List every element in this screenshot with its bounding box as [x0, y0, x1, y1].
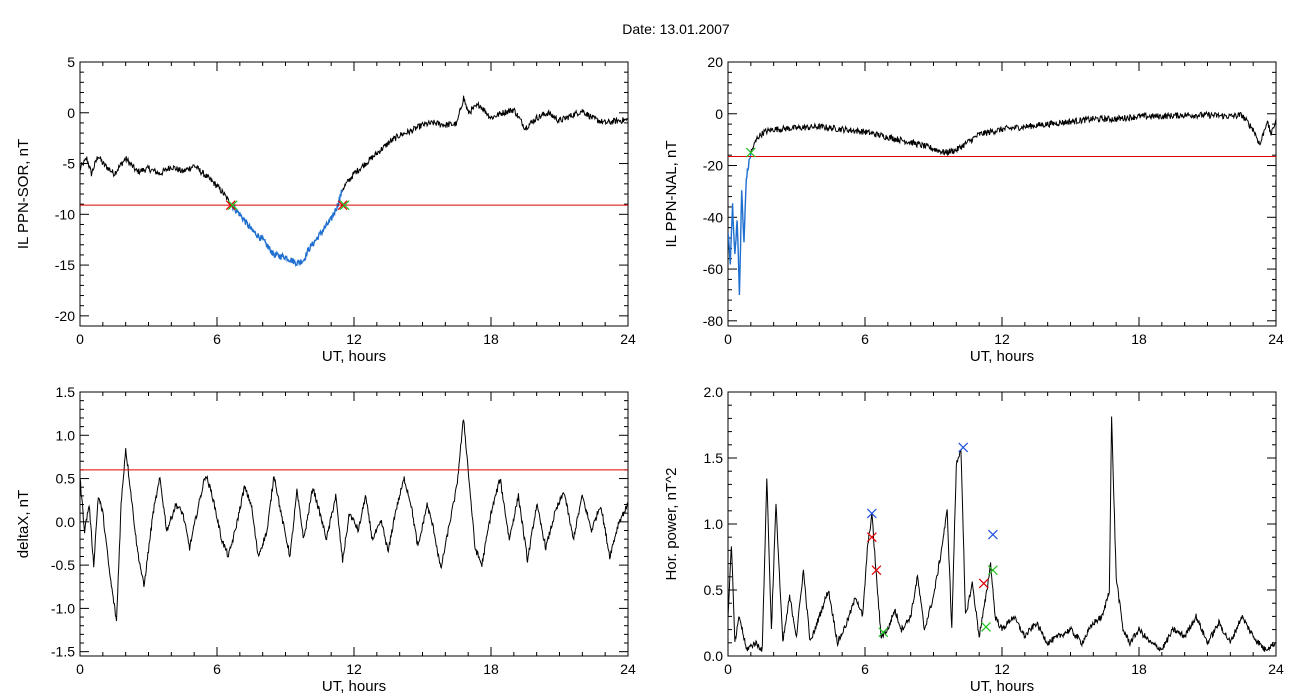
cross-marker	[866, 508, 877, 519]
y-tick-label: 5	[67, 54, 75, 70]
x-tick-label: 6	[861, 661, 869, 677]
x-tick-label: 18	[483, 661, 499, 677]
x-tick-label: 24	[1268, 661, 1284, 677]
x-tick-label: 12	[994, 331, 1010, 347]
x-tick-label: 12	[994, 661, 1010, 677]
series-line	[728, 416, 1276, 652]
x-tick-label: 24	[1268, 331, 1284, 347]
chart-panel-4: 0 6 12 18 24 0.0 0.5 1.0 1.5 2.0 UT, hours Hor. pow…	[663, 384, 1284, 695]
y-tick-label: 2.0	[704, 384, 724, 400]
series-line-highlight	[230, 189, 344, 267]
cross-marker	[958, 442, 969, 453]
y-axis-label: IL PPN-SOR, nT	[15, 139, 32, 249]
cross-marker	[871, 565, 882, 576]
y-tick-label: 0.0	[56, 514, 76, 530]
y-tick-label: 20	[707, 54, 723, 70]
y-tick-label: -1.0	[51, 600, 75, 616]
cross-marker	[337, 200, 348, 211]
y-tick-label: 0.5	[704, 582, 724, 598]
y-tick-label: 1.5	[56, 384, 76, 400]
cross-marker	[878, 627, 889, 638]
x-tick-label: 0	[76, 661, 84, 677]
x-axis-label: UT, hours	[970, 348, 1034, 365]
cross-marker	[981, 622, 991, 632]
y-tick-label: 1.0	[704, 516, 724, 532]
panels: 0 6 12 18 24 -20 -15 -10 -5 0 5 UT, hours IL PPN-SOR…	[15, 54, 1284, 695]
x-tick-label: 0	[724, 331, 732, 347]
plot-frame	[727, 61, 1277, 327]
cross-marker	[987, 529, 998, 540]
chart-panel-3: 0 6 12 18 24 -1.5 -1.0 -0.5 0.0 0.5 1.0 1.5 UT, hour…	[15, 384, 636, 695]
x-tick-label: 12	[346, 661, 362, 677]
x-tick-label: 0	[724, 661, 732, 677]
plot-frame	[79, 61, 629, 327]
figure-title: Date: 13.01.2007	[622, 21, 730, 37]
y-tick-label: -20	[55, 308, 75, 324]
cross-marker	[745, 147, 756, 158]
y-tick-label: 0	[715, 106, 723, 122]
y-tick-label: -5	[63, 156, 76, 172]
y-tick-label: -1.5	[51, 644, 75, 660]
y-axis-label: deltaX, nT	[15, 490, 32, 558]
y-axis-label: IL PPN-NAL, nT	[663, 141, 680, 248]
y-tick-label: 0.5	[56, 471, 76, 487]
y-tick-label: -0.5	[51, 557, 75, 573]
x-tick-label: 12	[346, 331, 362, 347]
y-tick-label: -60	[703, 261, 723, 277]
x-tick-label: 18	[483, 331, 499, 347]
y-tick-label: 1.0	[56, 427, 76, 443]
x-tick-label: 24	[620, 331, 636, 347]
y-tick-label: -20	[703, 158, 723, 174]
x-tick-label: 18	[1131, 661, 1147, 677]
y-tick-label: 1.5	[704, 450, 724, 466]
x-tick-label: 6	[213, 331, 221, 347]
y-axis-label: Hor. power, nT^2	[663, 468, 680, 581]
y-tick-label: -10	[55, 206, 75, 222]
y-tick-label: 0.0	[704, 648, 724, 664]
chart-panel-2: 0 6 12 18 24 -80 -60 -40 -20 0 20 UT, hours IL PPN-N…	[663, 54, 1284, 365]
cross-marker	[339, 200, 350, 211]
cross-marker	[225, 200, 236, 211]
x-tick-label: 18	[1131, 331, 1147, 347]
cross-marker	[987, 565, 998, 576]
x-axis-label: UT, hours	[322, 348, 386, 365]
x-axis-label: UT, hours	[322, 678, 386, 695]
series-line	[80, 95, 628, 207]
x-tick-label: 24	[620, 661, 636, 677]
cross-marker	[227, 200, 238, 211]
series-line	[80, 419, 628, 622]
y-tick-label: -80	[703, 313, 723, 329]
y-tick-label: -40	[703, 209, 723, 225]
cross-marker	[978, 578, 989, 589]
x-tick-label: 6	[213, 661, 221, 677]
x-tick-label: 6	[861, 331, 869, 347]
y-tick-label: 0	[67, 105, 75, 121]
plot-frame	[727, 391, 1277, 657]
x-axis-label: UT, hours	[970, 678, 1034, 695]
x-tick-label: 0	[76, 331, 84, 347]
series-line	[750, 110, 1276, 157]
series-line-highlight	[728, 153, 752, 296]
y-tick-label: -15	[55, 257, 75, 273]
chart-panel-1: 0 6 12 18 24 -20 -15 -10 -5 0 5 UT, hours IL PPN-SOR…	[15, 54, 636, 365]
cross-marker	[866, 532, 877, 543]
plot-frame	[79, 391, 629, 657]
